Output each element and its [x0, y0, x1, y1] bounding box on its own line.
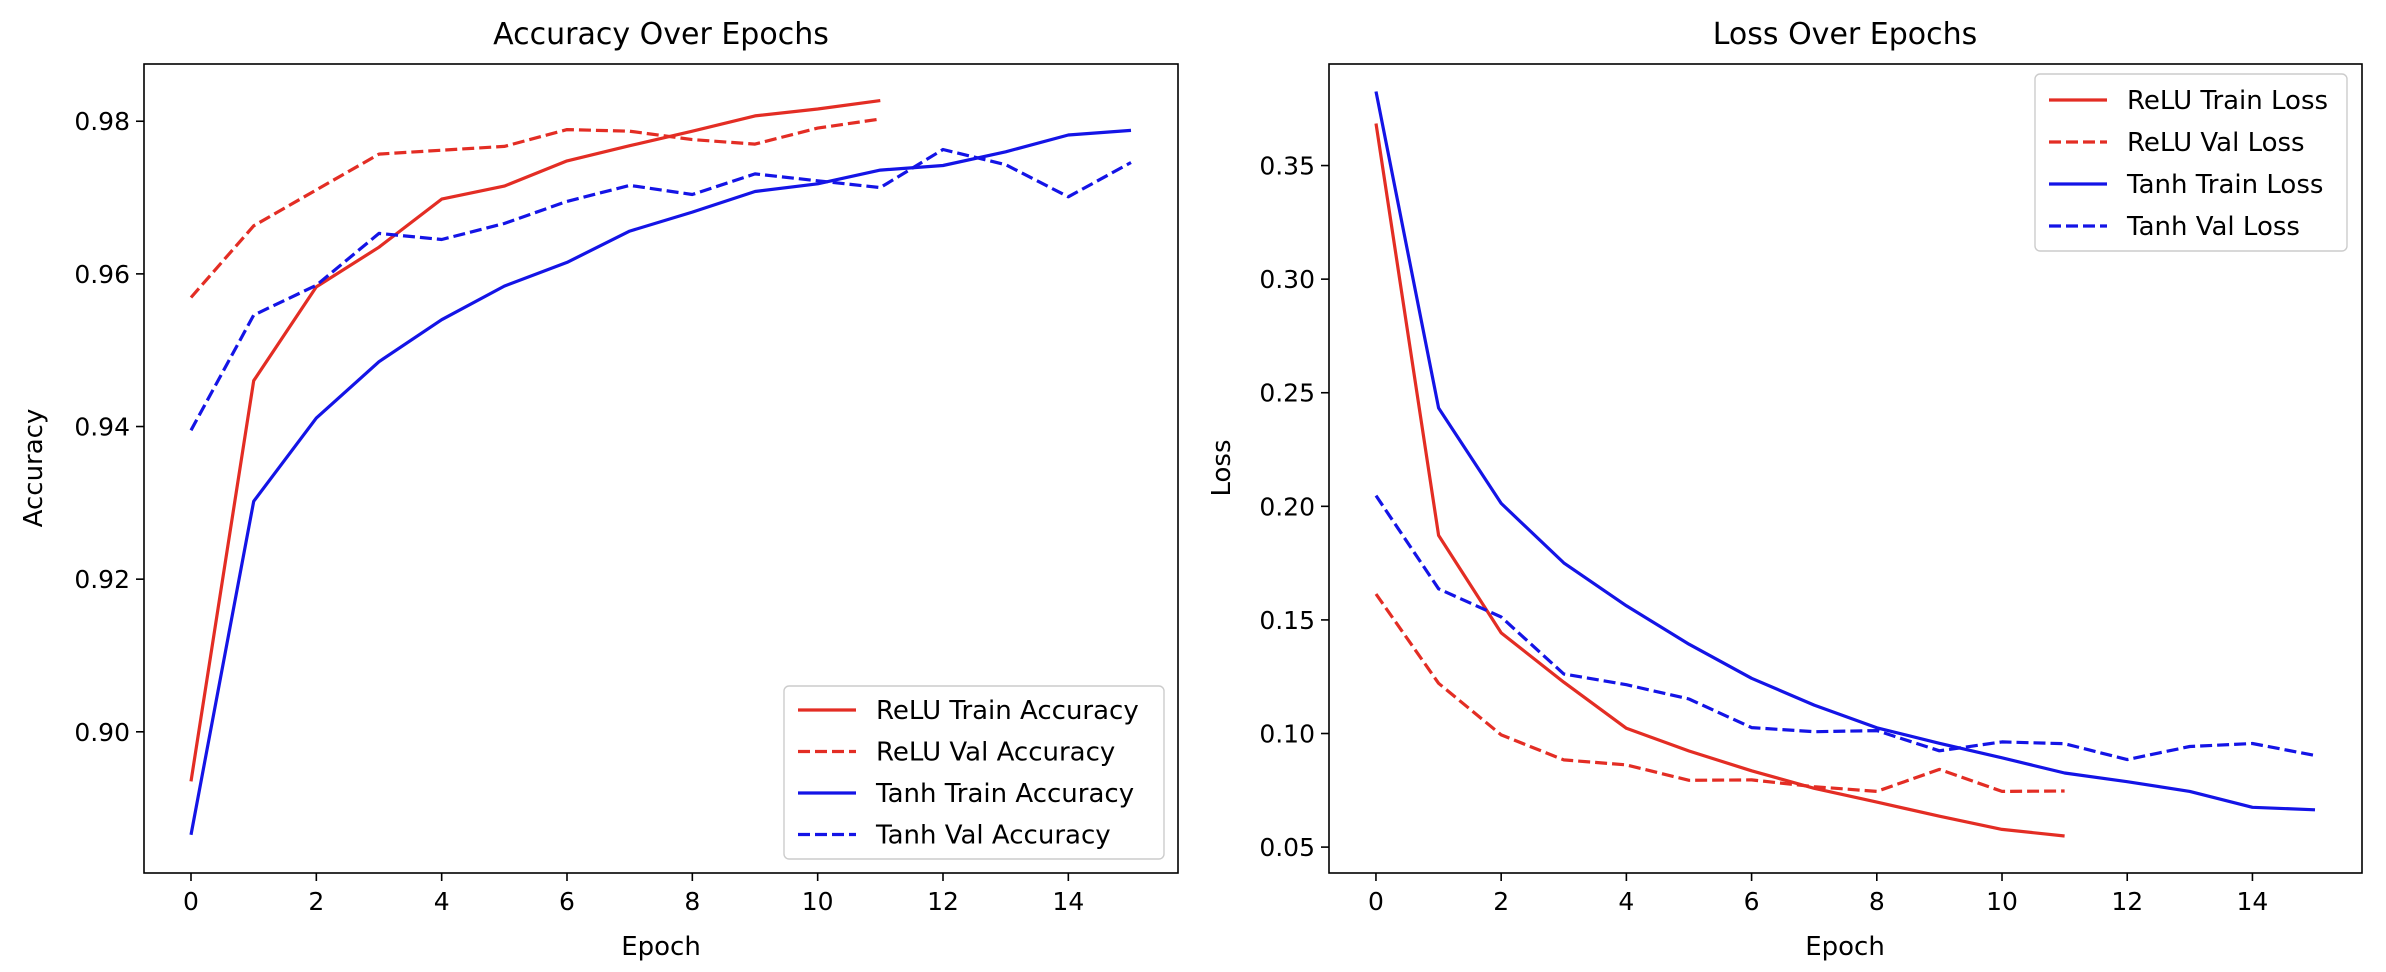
- accuracy-chart-title: Accuracy Over Epochs: [493, 17, 829, 52]
- loss-y-axis-label: Loss: [1207, 439, 1237, 496]
- accuracy-x-tick-label: 2: [308, 887, 324, 916]
- loss-series-relu-val-loss: [1374, 593, 2065, 794]
- loss-lines: [1374, 91, 2316, 838]
- accuracy-y-tick-label: 0.92: [74, 565, 130, 594]
- loss-x-tick-label: 14: [2237, 887, 2269, 916]
- loss-x-tick-label: 0: [1368, 887, 1384, 916]
- accuracy-legend-label: Tanh Train Accuracy: [875, 779, 1134, 809]
- loss-chart: Loss Over Epochs 0 2 4 6 8 10 12 14 0.05 0.10 0.1…: [1207, 17, 2363, 962]
- accuracy-y-ticks: 0.90 0.92 0.94 0.96 0.98: [74, 107, 144, 747]
- accuracy-x-axis-label: Epoch: [621, 932, 701, 962]
- loss-x-tick-label: 8: [1869, 887, 1885, 916]
- loss-series-tanh-val-loss: [1374, 494, 2316, 762]
- loss-series-tanh-train-loss: [1374, 91, 2316, 812]
- accuracy-x-ticks: 0 2 4 6 8 10 12 14: [183, 873, 1084, 916]
- accuracy-legend: ReLU Train Accuracy ReLU Val Accuracy Tanh…: [783, 685, 1165, 860]
- accuracy-x-tick-label: 12: [927, 887, 959, 916]
- accuracy-x-tick-label: 8: [684, 887, 700, 916]
- loss-x-tick-label: 2: [1493, 887, 1509, 916]
- accuracy-x-tick-label: 4: [434, 887, 450, 916]
- loss-legend-label: Tanh Train Loss: [2126, 170, 2323, 200]
- loss-legend-entries: ReLU Train Loss ReLU Val Loss Tanh Train L…: [2049, 86, 2328, 242]
- accuracy-y-tick-label: 0.98: [74, 107, 130, 136]
- accuracy-y-tick-label: 0.96: [74, 260, 130, 289]
- loss-x-tick-label: 6: [1744, 887, 1760, 916]
- loss-y-ticks: 0.05 0.10 0.15 0.20 0.25 0.30 0.35: [1259, 152, 1329, 862]
- accuracy-legend-entries: ReLU Train Accuracy ReLU Val Accuracy Tanh…: [798, 696, 1139, 851]
- loss-y-tick-label: 0.10: [1259, 720, 1315, 749]
- accuracy-series-tanh-val-accuracy: [189, 147, 1132, 432]
- loss-x-tick-label: 10: [1986, 887, 2018, 916]
- loss-legend-box: [2034, 73, 2348, 252]
- accuracy-x-tick-label: 10: [802, 887, 834, 916]
- loss-y-tick-label: 0.35: [1259, 152, 1315, 181]
- loss-legend-label: ReLU Val Loss: [2127, 128, 2305, 158]
- accuracy-series-relu-val-accuracy: [189, 117, 881, 299]
- accuracy-x-tick-label: 14: [1052, 887, 1084, 916]
- accuracy-legend-label: Tanh Val Accuracy: [875, 821, 1111, 851]
- loss-chart-title: Loss Over Epochs: [1713, 17, 1978, 52]
- loss-plot-frame: [1328, 63, 2363, 874]
- loss-legend-label: Tanh Val Loss: [2126, 212, 2300, 242]
- loss-x-ticks: 0 2 4 6 8 10 12 14: [1368, 873, 2268, 916]
- accuracy-x-tick-label: 0: [183, 887, 199, 916]
- accuracy-legend-label: ReLU Train Accuracy: [876, 696, 1139, 726]
- accuracy-chart: Accuracy Over Epochs 0 2 4 6 8 10 12 14 0.900.9…: [19, 17, 1179, 962]
- accuracy-legend-box: [783, 685, 1165, 860]
- accuracy-series-relu-train-accuracy: [189, 99, 881, 782]
- loss-legend: ReLU Train Loss ReLU Val Loss Tanh Train L…: [2034, 73, 2348, 252]
- accuracy-y-tick-label: 0.94: [74, 413, 130, 442]
- loss-x-tick-label: 12: [2111, 887, 2143, 916]
- loss-y-tick-label: 0.30: [1259, 265, 1315, 294]
- loss-legend-label: ReLU Train Loss: [2127, 86, 2328, 116]
- loss-y-tick-label: 0.05: [1259, 833, 1315, 862]
- accuracy-lines: [189, 99, 1132, 836]
- accuracy-x-tick-label: 6: [559, 887, 575, 916]
- accuracy-y-axis-label: Accuracy: [19, 409, 49, 528]
- accuracy-y-tick-label: 0.90: [74, 718, 130, 747]
- loss-x-tick-label: 4: [1618, 887, 1634, 916]
- loss-y-tick-label: 0.20: [1259, 492, 1315, 521]
- loss-y-tick-label: 0.25: [1259, 379, 1315, 408]
- accuracy-plot-frame: [143, 63, 1179, 874]
- loss-y-tick-label: 0.15: [1259, 606, 1315, 635]
- loss-series-relu-train-loss: [1374, 123, 2065, 838]
- loss-x-axis-label: Epoch: [1805, 932, 1885, 962]
- accuracy-legend-label: ReLU Val Accuracy: [876, 738, 1115, 768]
